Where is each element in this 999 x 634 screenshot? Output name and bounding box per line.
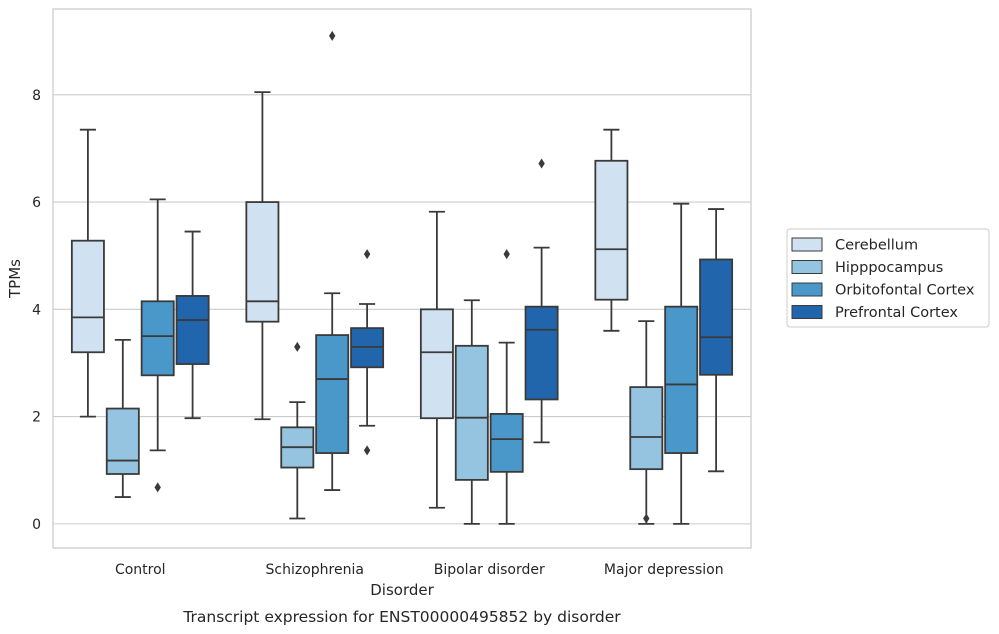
outlier-point bbox=[294, 341, 301, 352]
outlier-point bbox=[363, 445, 371, 456]
box-orbitofontal-cortex-3 bbox=[664, 202, 699, 525]
iqr-box bbox=[419, 308, 454, 420]
box-orbitofontal-cortex-0 bbox=[140, 198, 175, 493]
figure-caption: Transcript expression for ENST0000049585… bbox=[182, 608, 621, 626]
legend-label: Hipppocampus bbox=[835, 260, 943, 276]
box-orbitofontal-cortex-1 bbox=[315, 30, 350, 491]
legend-swatch bbox=[791, 260, 823, 274]
outlier-point bbox=[154, 482, 161, 493]
box-hipppocampus-1 bbox=[280, 341, 315, 520]
box-hipppocampus-2 bbox=[454, 299, 489, 525]
iqr-box bbox=[454, 344, 489, 481]
x-tick-labels: Control Schizophrenia Bipolar disorder Majo… bbox=[115, 562, 724, 578]
legend-label: Prefrontal Cortex bbox=[835, 305, 958, 321]
iqr-box bbox=[699, 258, 734, 376]
iqr-box bbox=[524, 305, 559, 401]
box-prefrontal-cortex-2 bbox=[524, 158, 559, 444]
y-tick-label: 0 bbox=[32, 517, 41, 533]
y-tick-labels: 0 2 4 6 8 bbox=[32, 88, 41, 533]
iqr-box bbox=[245, 201, 280, 323]
box-cerebellum-2 bbox=[419, 210, 454, 509]
y-tick-label: 4 bbox=[32, 302, 41, 318]
plot-frame bbox=[52, 8, 752, 549]
iqr-box bbox=[105, 407, 140, 475]
outlier-point bbox=[329, 30, 336, 41]
legend-label: Orbitofontal Cortex bbox=[835, 283, 975, 299]
x-tick-label: Control bbox=[115, 562, 166, 578]
box-layer bbox=[70, 30, 734, 525]
legend-frame bbox=[786, 228, 990, 328]
outlier-point bbox=[538, 158, 545, 169]
x-tick-label: Bipolar disorder bbox=[434, 562, 545, 578]
y-tick-label: 8 bbox=[32, 88, 41, 104]
iqr-box bbox=[489, 413, 524, 473]
legend: Cerebellum Hipppocampus Orbitofontal Corte… bbox=[786, 228, 990, 328]
box-prefrontal-cortex-3 bbox=[699, 208, 734, 473]
iqr-box bbox=[70, 239, 105, 354]
iqr-box bbox=[175, 295, 210, 365]
box-cerebellum-1 bbox=[245, 91, 280, 421]
iqr-box bbox=[140, 300, 175, 377]
outlier-point bbox=[503, 249, 510, 260]
box-hipppocampus-0 bbox=[105, 339, 140, 498]
iqr-box bbox=[629, 386, 664, 471]
box-prefrontal-cortex-0 bbox=[175, 230, 210, 420]
box-cerebellum-0 bbox=[70, 128, 105, 418]
box-hipppocampus-3 bbox=[629, 320, 664, 525]
iqr-box bbox=[594, 159, 629, 301]
y-tick-label: 2 bbox=[32, 410, 41, 426]
x-axis-label: Disorder bbox=[370, 581, 434, 599]
x-tick-label: Major depression bbox=[604, 562, 724, 578]
outlier-point bbox=[643, 513, 650, 524]
x-tick-label: Schizophrenia bbox=[266, 562, 364, 578]
box-orbitofontal-cortex-2 bbox=[489, 249, 524, 525]
legend-swatch bbox=[791, 237, 823, 252]
y-tick-label: 6 bbox=[32, 195, 41, 211]
box-prefrontal-cortex-1 bbox=[350, 249, 385, 456]
legend-swatch bbox=[791, 282, 823, 297]
legend-swatch bbox=[791, 305, 823, 319]
iqr-box bbox=[315, 334, 350, 454]
y-axis-label: TPMs bbox=[6, 259, 24, 299]
legend-label: Cerebellum bbox=[835, 238, 918, 254]
outlier-point bbox=[363, 249, 371, 260]
box-cerebellum-3 bbox=[594, 128, 629, 332]
iqr-box bbox=[664, 305, 699, 454]
